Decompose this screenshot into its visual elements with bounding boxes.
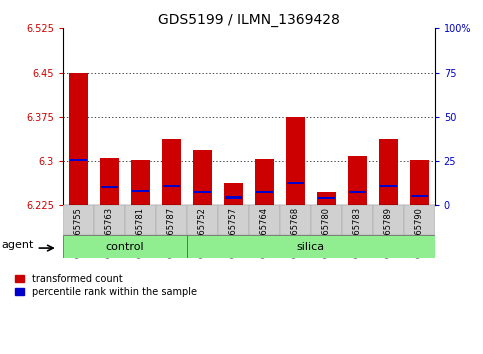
- Text: GSM665781: GSM665781: [136, 207, 145, 258]
- Text: GSM665755: GSM665755: [74, 207, 83, 258]
- Bar: [411, 195, 428, 197]
- Bar: [224, 183, 242, 205]
- Bar: [286, 118, 304, 205]
- Text: agent: agent: [1, 240, 34, 250]
- Legend: transformed count, percentile rank within the sample: transformed count, percentile rank withi…: [14, 274, 197, 297]
- FancyBboxPatch shape: [187, 205, 218, 235]
- Bar: [69, 73, 87, 205]
- FancyBboxPatch shape: [187, 235, 435, 258]
- Text: GSM665763: GSM665763: [105, 207, 114, 258]
- FancyBboxPatch shape: [125, 205, 156, 235]
- FancyBboxPatch shape: [342, 205, 373, 235]
- Text: silica: silica: [297, 242, 325, 252]
- Bar: [255, 159, 273, 205]
- FancyBboxPatch shape: [94, 205, 125, 235]
- Text: GSM665757: GSM665757: [229, 207, 238, 258]
- Text: GSM665768: GSM665768: [291, 207, 300, 258]
- FancyBboxPatch shape: [156, 205, 187, 235]
- FancyBboxPatch shape: [63, 205, 94, 235]
- Text: GSM665787: GSM665787: [167, 207, 176, 258]
- Bar: [100, 158, 119, 205]
- Bar: [101, 186, 118, 188]
- Text: GSM665790: GSM665790: [415, 207, 424, 258]
- FancyBboxPatch shape: [63, 235, 187, 258]
- Bar: [318, 197, 335, 199]
- Bar: [348, 156, 367, 205]
- Bar: [70, 159, 87, 161]
- Bar: [410, 160, 428, 205]
- Bar: [287, 182, 304, 184]
- Title: GDS5199 / ILMN_1369428: GDS5199 / ILMN_1369428: [158, 13, 340, 27]
- Bar: [256, 190, 273, 193]
- FancyBboxPatch shape: [404, 205, 435, 235]
- Bar: [194, 190, 211, 193]
- Bar: [379, 139, 398, 205]
- Bar: [131, 160, 150, 205]
- FancyBboxPatch shape: [373, 205, 404, 235]
- Bar: [162, 139, 181, 205]
- FancyBboxPatch shape: [249, 205, 280, 235]
- Bar: [132, 190, 149, 192]
- Bar: [163, 185, 180, 187]
- Bar: [225, 196, 242, 199]
- FancyBboxPatch shape: [311, 205, 342, 235]
- Text: GSM665780: GSM665780: [322, 207, 331, 258]
- Text: GSM665764: GSM665764: [260, 207, 269, 258]
- Text: GSM665752: GSM665752: [198, 207, 207, 258]
- Text: control: control: [105, 242, 144, 252]
- FancyBboxPatch shape: [280, 205, 311, 235]
- Bar: [380, 185, 397, 187]
- FancyBboxPatch shape: [218, 205, 249, 235]
- Text: GSM665783: GSM665783: [353, 207, 362, 258]
- Bar: [193, 150, 212, 205]
- Bar: [349, 190, 366, 193]
- Bar: [317, 192, 336, 205]
- Text: GSM665789: GSM665789: [384, 207, 393, 258]
